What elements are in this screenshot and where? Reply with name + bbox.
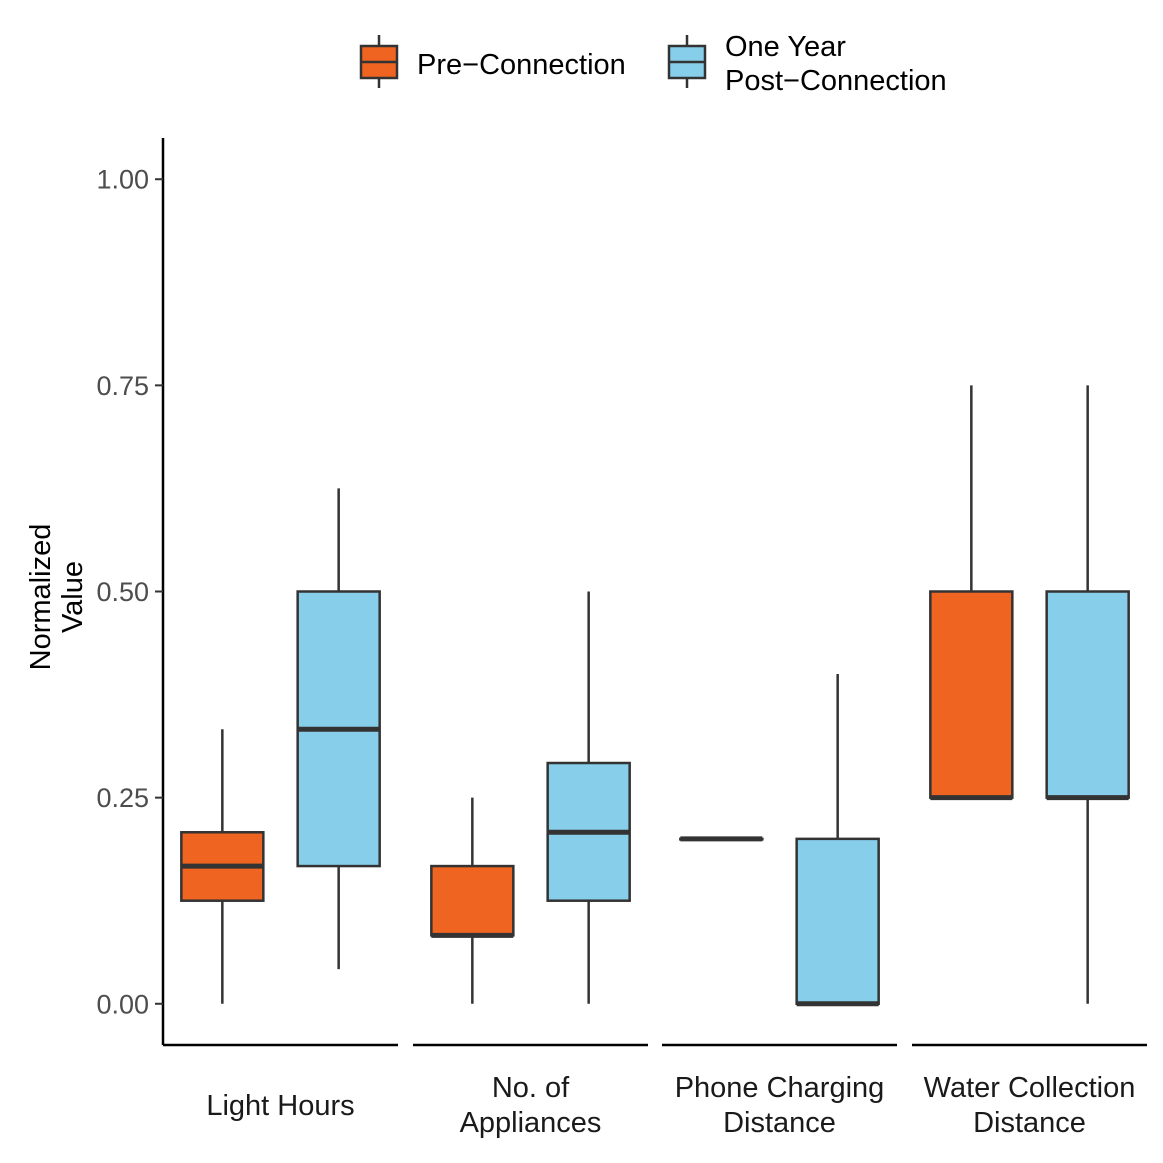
y-tick-label: 0.75	[96, 371, 149, 401]
box-1-0	[296, 488, 381, 970]
box-rect	[929, 590, 1014, 799]
box-1-1	[546, 591, 631, 1004]
y-axis-title: NormalizedValue	[25, 524, 89, 671]
legend-key-0	[359, 35, 399, 88]
y-tick-label: 0.00	[96, 989, 149, 1019]
box-rect	[430, 864, 515, 937]
x-category-label: Phone Charging Distance	[675, 1072, 885, 1139]
box-rect	[795, 837, 880, 1006]
legend-key-1	[667, 35, 707, 88]
y-tick-label: 0.50	[96, 577, 149, 607]
x-category-label: Water Collection Distance	[924, 1072, 1136, 1139]
legend-label: Pre−Connection	[417, 49, 626, 81]
box-1-2	[795, 673, 880, 1007]
x-category-label: No. of Appliances	[460, 1072, 602, 1139]
y-tick-label: 1.00	[96, 165, 149, 195]
box-rect	[1045, 590, 1130, 799]
box-0-3	[929, 385, 1014, 801]
legend-label: One Year Post−Connection	[725, 31, 947, 97]
box-0-0	[180, 729, 265, 1004]
box-0-2	[679, 836, 764, 842]
x-category-label: Light Hours	[206, 1090, 354, 1122]
box-0-1	[430, 797, 515, 1004]
box-1-3	[1045, 385, 1130, 1004]
y-tick-label: 0.25	[96, 783, 149, 813]
